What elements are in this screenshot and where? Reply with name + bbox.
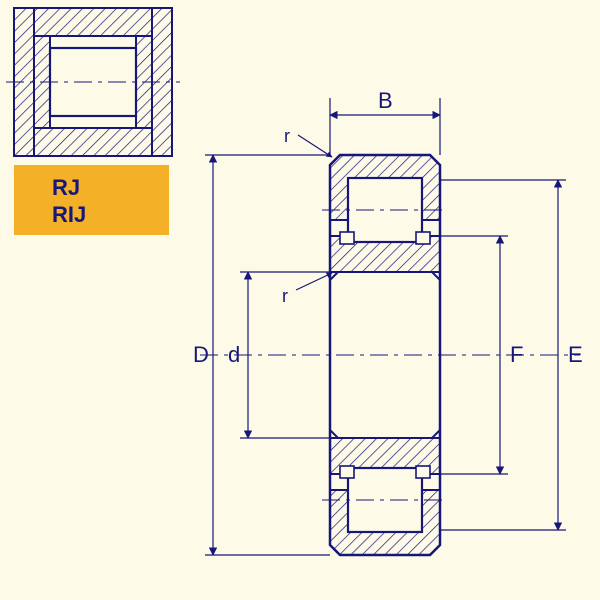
badge-line-1: RJ	[52, 175, 80, 200]
dim-r-upper: r	[284, 126, 332, 157]
svg-text:D: D	[193, 342, 209, 367]
dim-B: B	[330, 88, 440, 155]
badge-line-2: RIJ	[52, 202, 86, 227]
thumbnail-section	[6, 8, 180, 156]
svg-text:r: r	[284, 126, 290, 146]
dim-r-lower: r	[282, 273, 332, 306]
type-badge: RJ RIJ	[14, 165, 169, 235]
svg-text:d: d	[228, 342, 240, 367]
svg-text:E: E	[568, 342, 583, 367]
svg-text:B: B	[378, 88, 393, 113]
svg-text:r: r	[282, 286, 288, 306]
svg-text:F: F	[510, 342, 523, 367]
